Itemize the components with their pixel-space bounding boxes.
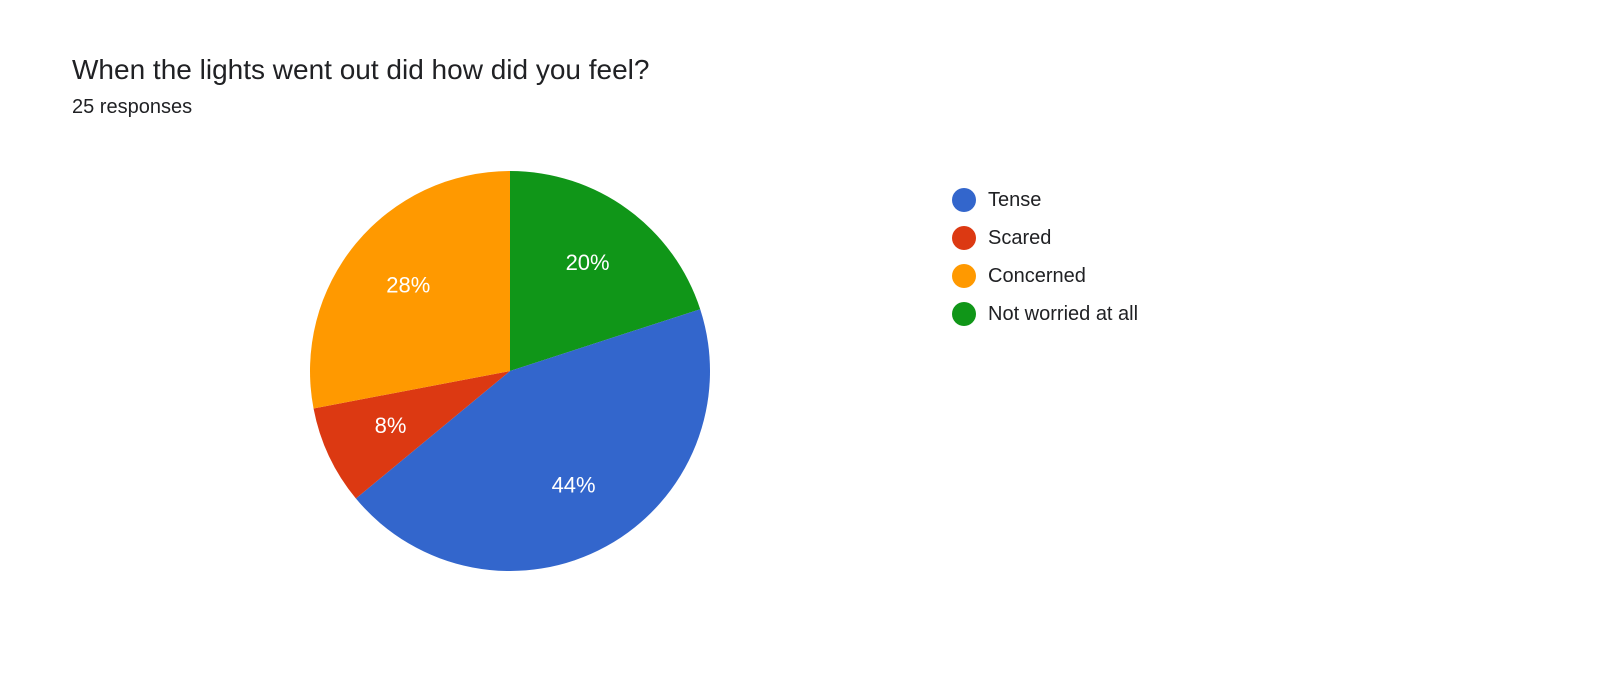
slice-label-concerned: 28% xyxy=(386,273,430,298)
legend-swatch-tense xyxy=(952,188,976,212)
legend-label-scared: Scared xyxy=(988,223,1051,253)
chart-title: When the lights went out did how did you… xyxy=(72,54,1600,86)
legend-label-tense: Tense xyxy=(988,185,1041,215)
legend-label-not_worried: Not worried at all xyxy=(988,299,1138,329)
slice-label-scared: 8% xyxy=(375,413,407,438)
legend-swatch-scared xyxy=(952,226,976,250)
legend-item-not_worried[interactable]: Not worried at all xyxy=(952,299,1138,329)
slice-label-tense: 44% xyxy=(552,472,596,497)
legend-item-scared[interactable]: Scared xyxy=(952,223,1138,253)
legend-swatch-concerned xyxy=(952,264,976,288)
legend-swatch-not_worried xyxy=(952,302,976,326)
legend-item-concerned[interactable]: Concerned xyxy=(952,261,1138,291)
legend-item-tense[interactable]: Tense xyxy=(952,185,1138,215)
legend: Tense Scared Concerned Not worried at all xyxy=(952,185,1138,337)
pie-chart: 20% 44% 8% 28% xyxy=(310,171,710,576)
slice-label-not_worried: 20% xyxy=(566,250,610,275)
chart-subtitle: 25 responses xyxy=(72,96,1600,119)
legend-label-concerned: Concerned xyxy=(988,261,1086,291)
